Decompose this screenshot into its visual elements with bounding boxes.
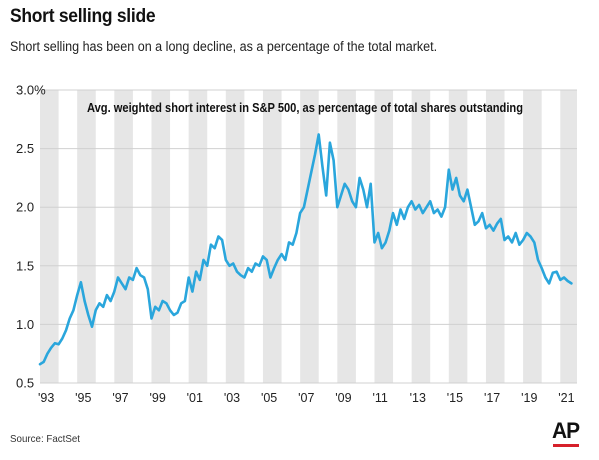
year-band-1995 xyxy=(77,90,96,383)
x-tick-label: '09 xyxy=(335,391,351,405)
x-tick-label: '01 xyxy=(187,391,203,405)
year-band-2015 xyxy=(448,90,468,383)
year-band-2003 xyxy=(225,90,245,383)
x-tick-label: '21 xyxy=(558,391,574,405)
year-band-2021 xyxy=(560,90,577,383)
y-tick-label: 3.0% xyxy=(16,83,46,98)
year-band-2013 xyxy=(411,90,431,383)
year-bands xyxy=(40,90,577,383)
x-tick-label: '17 xyxy=(484,391,500,405)
year-band-2001 xyxy=(188,90,208,383)
short-interest-chart: 0.5 1.0 1.5 2.0 2.5 3.0% '93 '95 '97 '99 '01 '03 '0… xyxy=(16,83,577,405)
gridlines xyxy=(40,89,577,384)
y-tick-label: 1.5 xyxy=(16,258,34,273)
chart-title: Short selling slide xyxy=(10,6,156,27)
x-tick-label: '95 xyxy=(75,391,91,405)
y-tick-label: 1.0 xyxy=(16,317,34,332)
source-note: Source: FactSet xyxy=(10,433,81,445)
x-tick-label: '11 xyxy=(372,391,387,405)
year-band-2019 xyxy=(523,90,542,383)
y-tick-label: 2.5 xyxy=(16,141,34,156)
series-layer xyxy=(38,133,573,366)
x-tick-label: '03 xyxy=(224,391,240,405)
x-tick-label: '13 xyxy=(410,391,426,405)
x-tick-label: '97 xyxy=(112,391,128,405)
x-tick-label: '99 xyxy=(149,391,165,405)
x-axis-ticks: '93 '95 '97 '99 '01 '03 '05 '07 '09 '11 '13 '15 '17 '… xyxy=(38,391,575,405)
year-band-2009 xyxy=(337,90,356,383)
y-axis-ticks: 0.5 1.0 1.5 2.0 2.5 3.0% xyxy=(16,83,46,391)
year-band-2005 xyxy=(262,90,282,383)
series-line-0 xyxy=(38,133,573,366)
year-band-1997 xyxy=(114,90,133,383)
x-tick-label: '15 xyxy=(447,391,463,405)
year-band-2011 xyxy=(374,90,394,383)
chart-inner-title: Avg. weighted short interest in S&P 500,… xyxy=(87,101,523,115)
x-tick-label: '07 xyxy=(298,391,314,405)
x-tick-label: '05 xyxy=(261,391,277,405)
ap-logo: AP xyxy=(552,418,580,443)
year-band-1993 xyxy=(40,90,59,383)
x-tick-label: '19 xyxy=(521,391,537,405)
y-tick-label: 0.5 xyxy=(16,376,34,391)
ap-logo-accent xyxy=(553,444,579,447)
chart-subtitle: Short selling has been on a long decline… xyxy=(10,39,438,54)
year-band-2007 xyxy=(300,90,319,383)
year-band-1999 xyxy=(151,90,171,383)
y-tick-label: 2.0 xyxy=(16,200,34,215)
year-band-2017 xyxy=(485,90,505,383)
x-tick-label: '93 xyxy=(38,391,54,405)
